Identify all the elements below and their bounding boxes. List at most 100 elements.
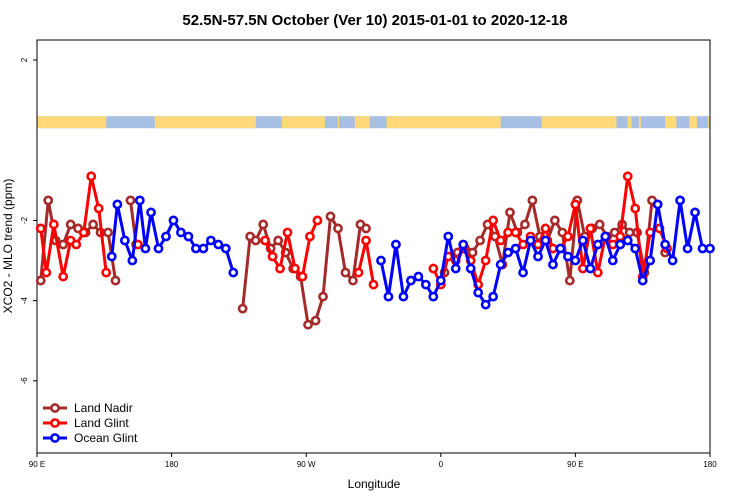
y-axis: 2 -2 -4 -6 (20, 57, 37, 384)
data-point-land-nadir (258, 219, 269, 230)
data-point-land-nadir (564, 275, 575, 286)
legend-label: Land Glint (74, 416, 129, 430)
data-point-land-glint (570, 199, 581, 210)
data-point-land-glint (615, 231, 626, 242)
data-point-ocean-glint (106, 251, 117, 262)
y-axis-label: XCO2 - MLO trend (ppm) (1, 179, 15, 314)
land-segment (689, 116, 697, 129)
data-point-land-glint (86, 171, 97, 182)
land-segment (354, 116, 370, 129)
data-point-land-glint (630, 203, 641, 214)
data-point-land-nadir (361, 223, 371, 234)
data-point-land-nadir (348, 275, 358, 286)
y-tick-label: -6 (20, 377, 29, 385)
data-point-land-nadir (505, 207, 515, 218)
data-point-land-glint (428, 263, 439, 274)
data-point-ocean-glint (682, 243, 693, 254)
data-point-ocean-glint (228, 267, 239, 278)
data-point-ocean-glint (183, 231, 194, 242)
data-point-ocean-glint (592, 239, 603, 250)
data-point-land-glint (361, 235, 371, 246)
x-tick-label: 180 (703, 460, 717, 469)
data-point-ocean-glint (153, 243, 164, 254)
data-point-land-nadir (43, 195, 54, 206)
data-point-ocean-glint (450, 263, 461, 274)
data-point-land-glint (510, 227, 521, 238)
data-point-ocean-glint (473, 287, 484, 298)
data-point-land-nadir (35, 275, 46, 286)
legend-label: Ocean Glint (74, 431, 138, 445)
data-point-ocean-glint (213, 239, 224, 250)
data-point-land-nadir (125, 195, 136, 206)
data-point-ocean-glint (525, 235, 536, 246)
data-point-land-glint (312, 215, 323, 226)
data-point-ocean-glint (660, 239, 671, 250)
data-point-ocean-glint (548, 259, 558, 270)
chart-title: 52.5N-57.5N October (Ver 10) 2015-01-01 … (182, 12, 567, 29)
data-point-ocean-glint (615, 239, 626, 250)
data-point-ocean-glint (119, 235, 130, 246)
x-tick-label: 180 (165, 460, 179, 469)
series-ocean-glint (106, 195, 715, 310)
data-point-land-glint (353, 267, 364, 278)
data-point-ocean-glint (134, 195, 145, 206)
land-segment (37, 116, 107, 129)
series-line-land-glint (357, 238, 375, 285)
x-axis-label: Longitude (348, 477, 401, 491)
data-point-ocean-glint (220, 243, 231, 254)
data-point-land-glint (533, 239, 543, 250)
legend-swatch-marker (50, 433, 60, 443)
data-point-land-nadir (65, 219, 76, 230)
data-point-land-nadir (273, 235, 284, 246)
data-point-land-glint (548, 243, 558, 254)
data-point-ocean-glint (675, 195, 685, 206)
data-point-land-glint (540, 223, 551, 234)
data-point-land-glint (585, 223, 596, 234)
data-point-land-nadir (58, 239, 69, 250)
data-point-land-glint (78, 227, 89, 238)
data-point-ocean-glint (600, 231, 611, 242)
data-point-land-glint (607, 239, 618, 250)
data-point-ocean-glint (465, 263, 476, 274)
y-tick-label: 2 (20, 57, 29, 62)
legend-label: Land Nadir (74, 401, 133, 415)
data-point-ocean-glint (443, 231, 454, 242)
y-tick-label: -2 (20, 216, 29, 224)
land-segment (281, 116, 325, 129)
data-point-ocean-glint (420, 279, 431, 290)
data-point-ocean-glint (622, 235, 633, 246)
data-point-land-glint (305, 231, 315, 242)
data-point-ocean-glint (585, 263, 596, 274)
data-point-ocean-glint (191, 243, 201, 254)
data-point-ocean-glint (161, 231, 171, 242)
data-point-land-glint (518, 239, 528, 250)
y-tick-label: -4 (20, 297, 29, 305)
data-point-ocean-glint (667, 255, 678, 266)
data-point-ocean-glint (645, 255, 656, 266)
data-point-ocean-glint (607, 255, 618, 266)
data-point-ocean-glint (533, 251, 543, 262)
data-point-land-nadir (88, 219, 98, 230)
data-point-land-nadir (520, 219, 530, 230)
data-point-ocean-glint (127, 255, 138, 266)
data-point-land-glint (577, 263, 588, 274)
data-point-land-glint (297, 271, 308, 282)
data-point-ocean-glint (383, 291, 394, 302)
legend-swatch-marker (50, 418, 60, 428)
data-point-land-glint (563, 231, 573, 242)
data-point-ocean-glint (428, 291, 439, 302)
data-point-land-nadir (110, 275, 121, 286)
data-point-land-glint (592, 267, 603, 278)
data-point-land-glint (260, 235, 270, 246)
data-point-ocean-glint (480, 299, 491, 310)
legend-swatch-marker (50, 403, 60, 413)
data-point-land-glint (58, 271, 69, 282)
data-point-land-nadir (333, 223, 343, 234)
data-point-ocean-glint (630, 243, 641, 254)
data-point-ocean-glint (376, 255, 386, 266)
data-point-ocean-glint (510, 243, 521, 254)
data-point-ocean-glint (398, 291, 409, 302)
data-point-land-nadir (594, 219, 605, 230)
land-segment (386, 116, 501, 129)
